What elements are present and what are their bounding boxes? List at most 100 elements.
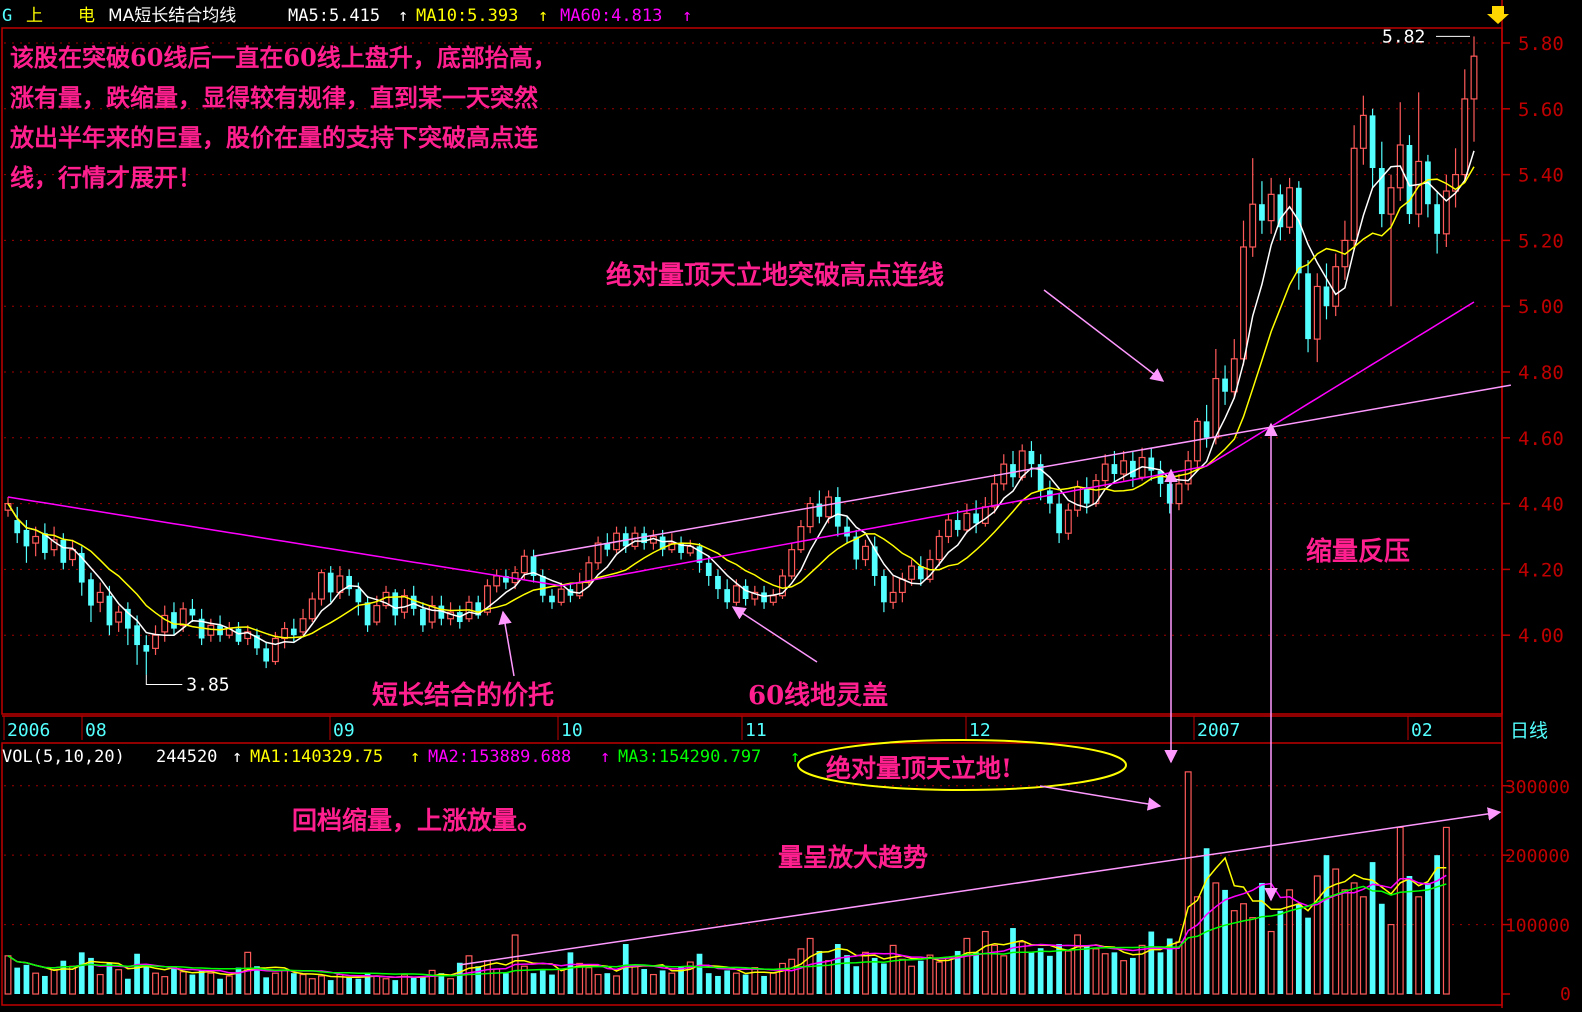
volume-bar-down [705,973,712,994]
volume-bar-down [392,980,399,994]
volume-bar-up [96,973,104,995]
vol-ma1-arrow: ↑ [410,747,420,767]
volume-bar-up [1249,917,1257,995]
candle-body-up [152,634,159,649]
candle-body-up [1018,450,1026,478]
candle-body-up [963,512,971,531]
volume-bar-down [1056,944,1062,994]
volume-bar-up [1359,896,1367,995]
breakout-note: 绝对量顶天立地突破高点连线 [606,260,944,291]
candle-body-up [751,591,759,600]
volume-bar-up [797,948,805,995]
volume-bar-up [926,954,934,995]
volume-bar-down [78,952,85,994]
candle-body-up [991,483,999,508]
candle-body-down [134,625,140,646]
ma5-line [7,150,1475,646]
stock-name-1: 上 [26,6,43,26]
volume-bar-down [1295,903,1302,994]
volume-bar-up [1138,944,1146,995]
candle-body-down [1083,487,1090,504]
volume-bar-up [935,961,943,995]
volume-bar-down [1157,952,1164,994]
volume-bar-up [281,969,289,995]
volume-bar-down [973,952,979,994]
stock-code: G [2,6,12,26]
candle-body-down [235,628,242,642]
breakout-arrow [1043,289,1165,382]
volume-bar-up [1442,826,1450,995]
volume-bar-down [438,973,445,994]
indicator-name[interactable]: MA短长结合均线 [108,6,236,26]
candle-body-up [1175,483,1183,505]
candle-body-down [1295,187,1302,274]
candle-body-up [1442,190,1450,235]
candle-body-up [908,565,916,580]
candle-body-down [143,645,150,652]
volume-bar-down [853,966,860,994]
candle-body-down [23,529,30,547]
candle-body-down [1037,464,1044,491]
volume-bar-down [659,970,666,994]
vol-ma1-readout: MA1:140329.75 [250,747,383,767]
main-note-line-4: 线，行情才展开！ [10,163,202,192]
volume-bar-up [631,965,639,995]
candle-body-down [392,592,399,616]
candle-body-down [1305,273,1311,340]
volume-bar-up [1313,875,1321,995]
volume-bar-down [346,977,353,994]
volume-bar-down [254,966,260,994]
candle-body-down [724,589,731,603]
main-note-line-2: 涨有量，跌缩量，显得较有规律，直到某一天突然 [10,83,538,112]
ma60-cover-note: 60线地灵盖 [748,680,888,711]
period-label[interactable]: 日线 [1510,720,1548,742]
candle-body-down [1010,464,1016,478]
moving-average-lines: 5.82 3.85 [7,26,1475,696]
candle-body-up [428,604,436,623]
candle-body-up [308,598,316,620]
volume-bar-down [23,964,30,994]
candle-body-up [889,591,897,603]
volume-bar-down [881,963,887,994]
volume-bar-up [1350,882,1358,995]
main-note-line-1: 该股在突破60线后一直在60线上盘升，底部抬高， [10,43,557,72]
candle-body-down [1047,490,1053,504]
candle-body-down [1203,421,1210,438]
candle-body-down [475,602,482,616]
vol-trend-note: 量呈放大趋势 [778,843,928,872]
candle-body-up [1249,203,1257,248]
candle-body-up [585,562,593,584]
volume-trendline [459,807,1502,966]
volume-bar-down [1148,931,1155,994]
volume-bar-up [991,944,999,995]
candle-body-down [696,546,703,563]
ma60-readout: MA60:4.813 [560,6,662,26]
volume-tick-label: 300000 [1505,777,1570,798]
volume-axis: 100000 200000 300000 0 [1502,777,1571,1005]
volume-bar-up [1101,953,1109,995]
date-tick-label: 2007 [1197,720,1240,741]
download-icon[interactable] [1487,6,1509,24]
date-tick-label: 02 [1411,720,1433,741]
candle-body-down [1259,204,1265,221]
volume-bar-down [1129,957,1136,994]
volume-bar-down [42,975,48,994]
stock-name-2: 电 [78,6,95,26]
candle-body-up [594,542,602,564]
date-axis: 2006 08 09 10 11 12 2007 02 [2,715,1502,741]
volume-bar-up [779,962,786,995]
candle-body-up [207,624,215,636]
candle-body-down [834,497,841,527]
volume-bar-up [751,967,759,995]
volume-bar-down [235,967,242,994]
candle-body-up [1313,285,1321,340]
volume-bar-up [1240,903,1247,995]
candle-body-up [668,542,676,551]
candle-body-down [604,543,611,550]
candle-body-down [1378,168,1385,215]
candle-body-down [917,566,924,580]
candle-body-up [825,496,833,518]
candle-body-up [935,535,943,561]
